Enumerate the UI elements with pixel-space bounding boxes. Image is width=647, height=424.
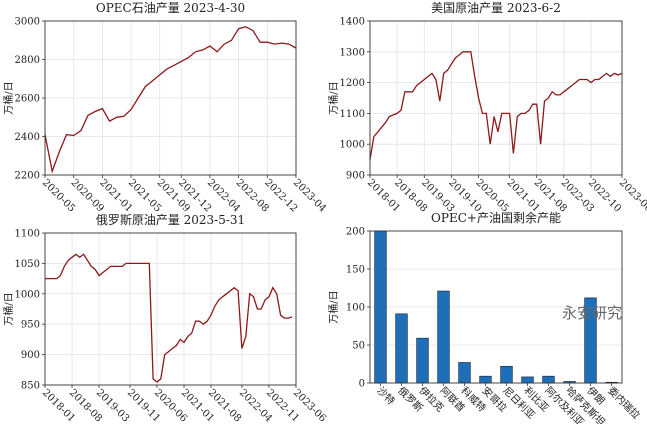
y-tick-label: 1050 <box>15 259 40 270</box>
watermark: 永安研究 <box>562 304 622 322</box>
bar <box>395 313 408 384</box>
y-tick-label: 950 <box>21 320 40 331</box>
y-tick-label: 1000 <box>340 140 365 151</box>
y-tick-label: 2800 <box>15 55 40 66</box>
y-axis-label: 万桶/日 <box>2 292 15 325</box>
y-tick-label: 50 <box>352 341 365 352</box>
y-tick-label: 1100 <box>15 229 40 240</box>
y-tick-label: 900 <box>21 350 40 361</box>
data-line <box>369 51 623 160</box>
y-tick-label: 900 <box>346 171 365 182</box>
y-tick-label: 0 <box>359 379 365 390</box>
bar <box>416 337 429 384</box>
y-tick-label: 850 <box>21 381 40 392</box>
bar <box>542 375 555 384</box>
y-tick-label: 1000 <box>15 289 40 300</box>
plot-frame <box>44 20 297 176</box>
y-tick-label: 1300 <box>340 47 365 58</box>
x-tick-label: 2023-06 <box>617 177 647 214</box>
bar <box>374 230 387 384</box>
y-tick-label: 2600 <box>15 94 40 105</box>
y-tick-label: 2200 <box>15 171 40 182</box>
chart-title: 美国原油产量 2023-6-2 <box>431 1 561 15</box>
bar <box>479 375 492 384</box>
y-tick-label: 1100 <box>340 109 365 120</box>
data-line <box>44 26 297 174</box>
plot-frame <box>44 232 297 386</box>
bar <box>437 290 450 384</box>
chart-title: OPEC+产油国剩余产能 <box>431 210 561 225</box>
x-tick-label: 委内瑞拉 <box>605 384 642 421</box>
chart-title: OPEC石油产量 2023-4-30 <box>96 1 245 15</box>
bar <box>500 365 513 384</box>
y-tick-label: 1400 <box>340 17 365 28</box>
plot-frame <box>369 230 623 384</box>
bar <box>521 376 534 384</box>
y-tick-label: 1200 <box>340 78 365 89</box>
y-tick-label: 200 <box>346 227 365 238</box>
y-axis-label: 万桶/日 <box>327 81 340 114</box>
data-line <box>45 253 293 383</box>
y-axis-label: 万桶/日 <box>327 290 340 323</box>
y-tick-label: 100 <box>346 303 365 314</box>
y-tick-label: 150 <box>346 265 365 276</box>
y-tick-label: 2400 <box>15 132 40 143</box>
chart-title: 俄罗斯原油产量 2023-5-31 <box>96 213 245 227</box>
x-tick-label: 沙特 <box>374 385 397 408</box>
bar <box>458 362 471 384</box>
y-tick-label: 3000 <box>15 17 40 28</box>
y-axis-label: 万桶/日 <box>2 81 15 114</box>
plot-frame <box>369 20 623 176</box>
